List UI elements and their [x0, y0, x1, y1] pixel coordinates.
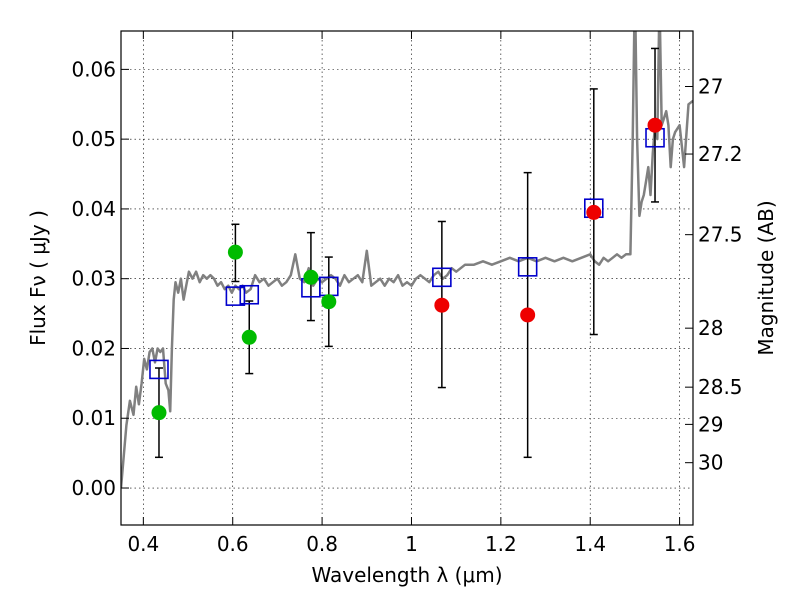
model-band-square: [517, 257, 538, 277]
grid-lines: [121, 31, 693, 525]
plot-frame: [120, 30, 694, 526]
x-tick-label: 1.6: [664, 532, 696, 556]
y-tick-label: 0.04: [71, 197, 116, 221]
x-tick-label: 0.6: [217, 532, 249, 556]
green-data-point: [321, 294, 337, 310]
green-data-point: [241, 329, 257, 345]
model-band-square: [239, 284, 260, 305]
x-tick-label: 1: [405, 532, 418, 556]
model-band-square: [225, 286, 246, 306]
x-tick-label: 1.2: [485, 532, 517, 556]
x-tick-label: 0.4: [127, 532, 159, 556]
x-tick-label: 0.8: [306, 532, 338, 556]
mag-tick-label: 28: [698, 316, 723, 340]
axis-ticks: 0.4 0.6 0.8 1 1.2 1.4 1.6 0.00 0.01 0.02 0.03 0.04 0…: [71, 31, 743, 556]
mag-tick-label: 30: [698, 451, 723, 475]
plot-content: [121, 31, 693, 489]
green-data-point: [151, 405, 167, 421]
y-axis-label: Flux Fν ( μJy ): [26, 210, 50, 346]
x-tick-label: 1.4: [574, 532, 606, 556]
model-band-square: [149, 359, 169, 380]
red-data-point: [586, 204, 602, 220]
red-data-point: [434, 297, 450, 313]
model-spectrum-line: [121, 31, 693, 489]
green-data-point: [227, 244, 243, 260]
mag-tick-label: 27: [698, 74, 723, 98]
x-axis-label: Wavelength λ (μm): [311, 563, 502, 587]
red-data-point: [520, 307, 536, 323]
y-tick-label: 0.00: [71, 476, 116, 500]
y-tick-label: 0.06: [71, 57, 116, 81]
y-tick-label: 0.02: [71, 336, 116, 360]
plot-background: [121, 31, 693, 525]
mag-tick-label: 27.5: [698, 223, 743, 247]
green-data-point: [303, 269, 319, 285]
mag-tick-label: 29: [698, 412, 723, 436]
y-tick-label: 0.01: [71, 406, 116, 430]
y-tick-label: 0.05: [71, 127, 116, 151]
y-axis-label-right: Magnitude (AB): [754, 200, 778, 355]
y-tick-label: 0.03: [71, 267, 116, 291]
model-band-square: [432, 267, 452, 288]
mag-tick-label: 28.5: [698, 375, 743, 399]
mag-tick-label: 27.2: [698, 142, 743, 166]
red-data-point: [647, 117, 663, 133]
